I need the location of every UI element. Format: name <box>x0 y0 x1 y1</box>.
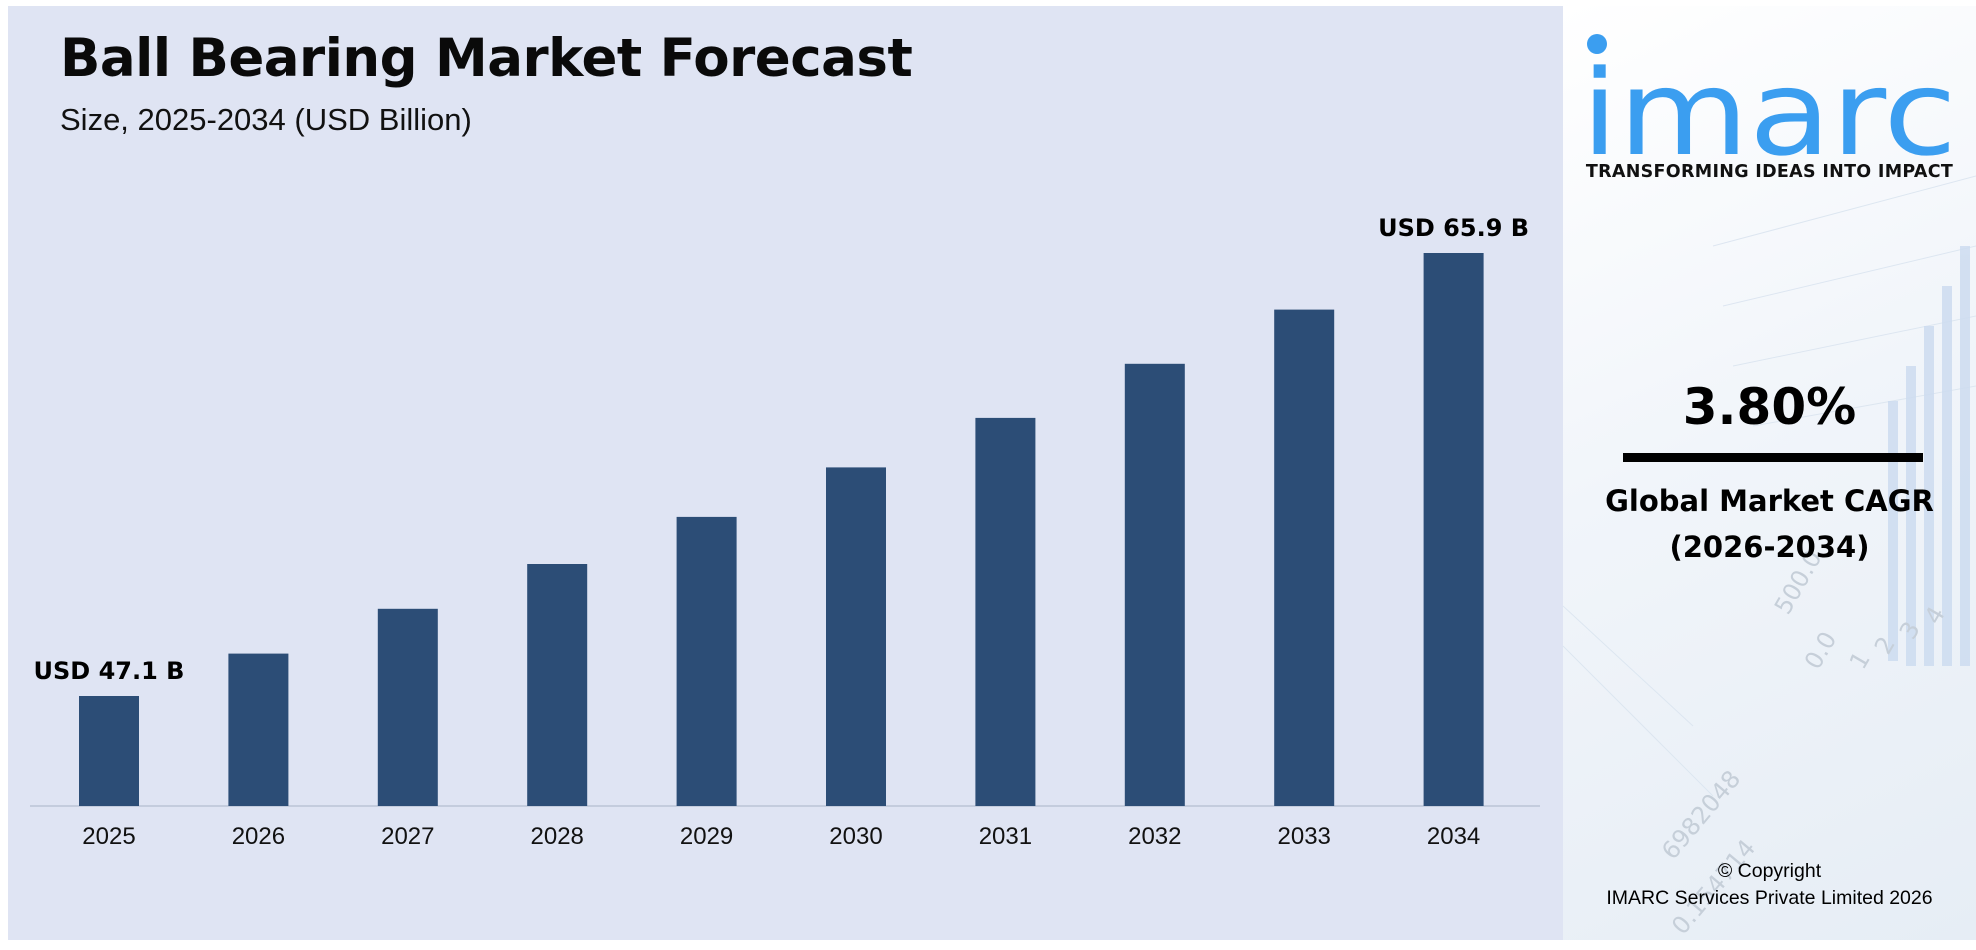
cagr-label: Global Market CAGR (2026-2034) <box>1563 478 1976 570</box>
sidebar-panel: 500.0 0.0 1 2 3 4 6982048 0.154714 imarc… <box>1563 6 1976 940</box>
bar-2028 <box>527 564 588 806</box>
x-tick-label-2029: 2029 <box>680 823 733 850</box>
svg-text:0.0: 0.0 <box>1799 627 1842 674</box>
brand-tagline: TRANSFORMING IDEAS INTO IMPACT <box>1585 162 1954 182</box>
copyright-line2: IMARC Services Private Limited 2026 <box>1606 887 1933 909</box>
chart-panel: Ball Bearing Market Forecast Size, 2025-… <box>8 6 1563 940</box>
cagr-divider <box>1623 453 1923 462</box>
cagr-label-line1: Global Market CAGR <box>1605 484 1934 518</box>
imarc-logo: imarc <box>1581 34 1957 164</box>
decorative-background: 500.0 0.0 1 2 3 4 6982048 0.154714 <box>1563 175 1976 940</box>
data-label-2034: USD 65.9 B <box>1378 214 1529 242</box>
copyright-line1: © Copyright <box>1717 860 1822 882</box>
cagr-value: 3.80% <box>1682 378 1857 436</box>
x-tick-label-2033: 2033 <box>1278 823 1331 850</box>
x-tick-label-2027: 2027 <box>381 823 434 850</box>
x-tick-label-2028: 2028 <box>531 823 584 850</box>
x-tick-label-2030: 2030 <box>829 823 882 850</box>
x-tick-label-2026: 2026 <box>232 823 285 850</box>
bar-2026 <box>228 653 289 806</box>
bar-2031 <box>975 417 1036 806</box>
data-label-2025: USD 47.1 B <box>34 657 185 685</box>
copyright-block: © Copyright IMARC Services Private Limit… <box>1563 858 1976 912</box>
x-tick-label-2025: 2025 <box>82 823 135 850</box>
bar-2030 <box>826 467 886 806</box>
svg-text:1: 1 <box>1844 647 1876 674</box>
bar-2025 <box>79 696 139 806</box>
bar-2027 <box>377 608 438 806</box>
bar-chart: 2025 2026 2027 2028 2029 2030 2031 2032 2033 2034… <box>30 214 1540 850</box>
bar-2033 <box>1274 309 1335 806</box>
chart-subtitle: Size, 2025-2034 (USD Billion) <box>60 102 472 137</box>
x-tick-label-2034: 2034 <box>1427 823 1480 850</box>
tick-labels-group: 2025 2026 2027 2028 2029 2030 2031 2032 2033 2034… <box>34 214 1530 850</box>
bar-2029 <box>676 516 737 806</box>
bar-2032 <box>1124 363 1185 806</box>
cagr-label-line2: (2026-2034) <box>1669 530 1870 564</box>
x-tick-label-2031: 2031 <box>979 823 1032 850</box>
logo-dot <box>1587 34 1607 54</box>
x-tick-label-2032: 2032 <box>1128 823 1181 850</box>
bars-group <box>79 253 1484 806</box>
logo-wordmark: imarc <box>1581 44 1957 164</box>
bar-2034 <box>1423 253 1484 806</box>
chart-title: Ball Bearing Market Forecast <box>60 28 913 89</box>
